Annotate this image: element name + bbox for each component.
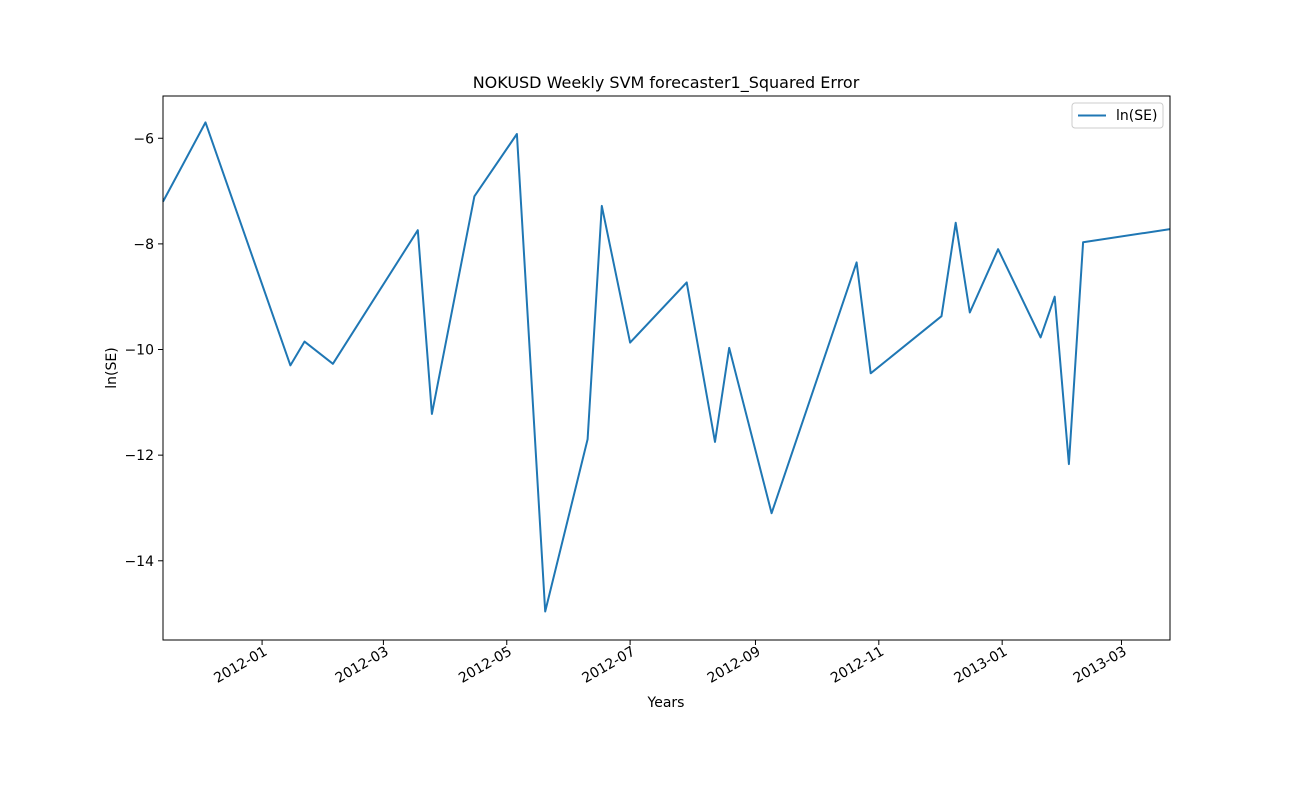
legend-box [1071, 102, 1164, 129]
x-axis: 2012-01 2012-03 2012-05 2012-07 2012-09 2012-… [211, 640, 1129, 687]
x-tick-label: 2012-01 [211, 644, 270, 687]
series-line-ln-se [162, 121, 1171, 613]
y-tick-label: −12 [124, 448, 154, 464]
legend: ln(SE) [1071, 102, 1164, 129]
y-tick-label: −10 [124, 343, 154, 359]
y-tick-label: −14 [124, 554, 154, 570]
x-tick-label: 2012-09 [705, 644, 764, 687]
plot-frame [162, 95, 1171, 641]
x-tick-label: 2012-03 [333, 644, 392, 687]
y-tick-label: −6 [133, 131, 154, 147]
y-axis: −6 −8 −10 −12 −14 [124, 131, 163, 570]
x-tick-label: 2012-05 [456, 644, 515, 687]
x-axis-label: Years [647, 695, 685, 711]
plot-area [162, 95, 1171, 641]
chart-title: NOKUSD Weekly SVM forecaster1_Squared Er… [473, 73, 860, 93]
x-tick-label: 2013-03 [1071, 644, 1130, 687]
y-axis-label: ln(SE) [104, 347, 120, 388]
y-tick-label: −8 [133, 237, 154, 253]
x-tick-label: 2012-07 [579, 644, 638, 687]
x-tick-label: 2013-01 [952, 644, 1011, 687]
x-tick-label: 2012-11 [828, 644, 887, 687]
legend-label: ln(SE) [1116, 108, 1157, 124]
